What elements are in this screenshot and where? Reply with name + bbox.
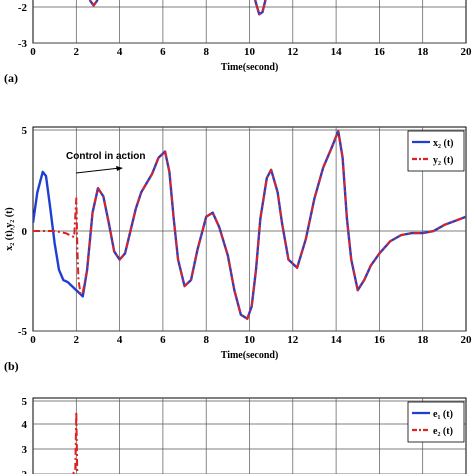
x-tick-label: 14 bbox=[331, 46, 343, 58]
y-tick-label: 5 bbox=[22, 125, 28, 137]
series-group bbox=[33, 129, 466, 320]
series-line-named-1 bbox=[68, 410, 79, 474]
x-axis-label: Time(second) bbox=[221, 62, 279, 73]
y-tick-label: 2 bbox=[22, 469, 28, 474]
x-tick-label: 0 bbox=[30, 334, 36, 346]
legend: e₁ (t) e₂ (t) bbox=[407, 401, 465, 443]
chart-panel-2: 5 4 3 2 (b) e₁ (t) e₂ (t) bbox=[4, 359, 467, 474]
x-tick-label: 0 bbox=[30, 46, 36, 58]
chart-panel-0: 0 2 4 6 8 10 12 14 16 18 20 -2 -3 Time(second) bbox=[18, 0, 472, 73]
x-tick-label: 8 bbox=[203, 334, 209, 346]
series-group bbox=[68, 410, 79, 474]
annotation-arrowhead bbox=[116, 166, 123, 171]
x-tick-label: 20 bbox=[461, 334, 473, 346]
x-tick-label: 14 bbox=[331, 334, 343, 346]
legend-box bbox=[407, 401, 465, 443]
annotation-arrow bbox=[75, 167, 121, 174]
y-tick-label: 3 bbox=[22, 444, 28, 456]
legend: x₂ (t) y₂ (t) bbox=[407, 130, 465, 172]
legend-entry: e₁ (t) bbox=[433, 409, 453, 420]
legend-entry: e₂ (t) bbox=[433, 426, 453, 437]
x-tick-label: 8 bbox=[203, 46, 209, 58]
x-tick-label: 10 bbox=[244, 46, 256, 58]
x-tick-label: 4 bbox=[117, 46, 123, 58]
legend-box bbox=[407, 130, 465, 172]
series-line-named-1 bbox=[33, 130, 466, 320]
x-tick-label: 4 bbox=[117, 334, 123, 346]
y-tick-label: 4 bbox=[22, 419, 28, 431]
legend-entry: x₂ (t) bbox=[433, 138, 454, 149]
y-tick-label: 5 bbox=[22, 396, 28, 408]
x-axis-label: Time(second) bbox=[221, 350, 279, 361]
panel-label: (a) bbox=[4, 71, 18, 85]
series-line-unnamed-1 bbox=[89, 0, 99, 7]
x-tick-label: 12 bbox=[287, 46, 299, 58]
x-tick-label: 16 bbox=[374, 334, 386, 346]
x-tick-label: 16 bbox=[374, 46, 386, 58]
y-tick-label: -5 bbox=[18, 326, 28, 338]
x-tick-label: 2 bbox=[74, 334, 80, 346]
x-tick-label: 12 bbox=[287, 334, 299, 346]
x-tick-label: 6 bbox=[160, 46, 166, 58]
y-tick-label: -3 bbox=[18, 38, 28, 50]
x-tick-label: 20 bbox=[461, 46, 473, 58]
legend-entry: y₂ (t) bbox=[433, 155, 454, 166]
y-axis-label: x₂ (t),y₂ (t) bbox=[4, 207, 15, 250]
y-tick-label: -2 bbox=[18, 2, 28, 14]
series-line-unnamed-1 bbox=[254, 0, 267, 16]
series-group bbox=[88, 0, 267, 16]
x-tick-label: 18 bbox=[417, 334, 429, 346]
x-tick-label: 18 bbox=[417, 46, 429, 58]
x-tick-label: 2 bbox=[74, 46, 80, 58]
annotation-text: Control in action bbox=[66, 151, 145, 162]
y-tick-label: 0 bbox=[22, 226, 28, 238]
x-tick-label: 10 bbox=[244, 334, 256, 346]
x-tick-label: 6 bbox=[160, 334, 166, 346]
panel-label: (b) bbox=[4, 359, 19, 373]
